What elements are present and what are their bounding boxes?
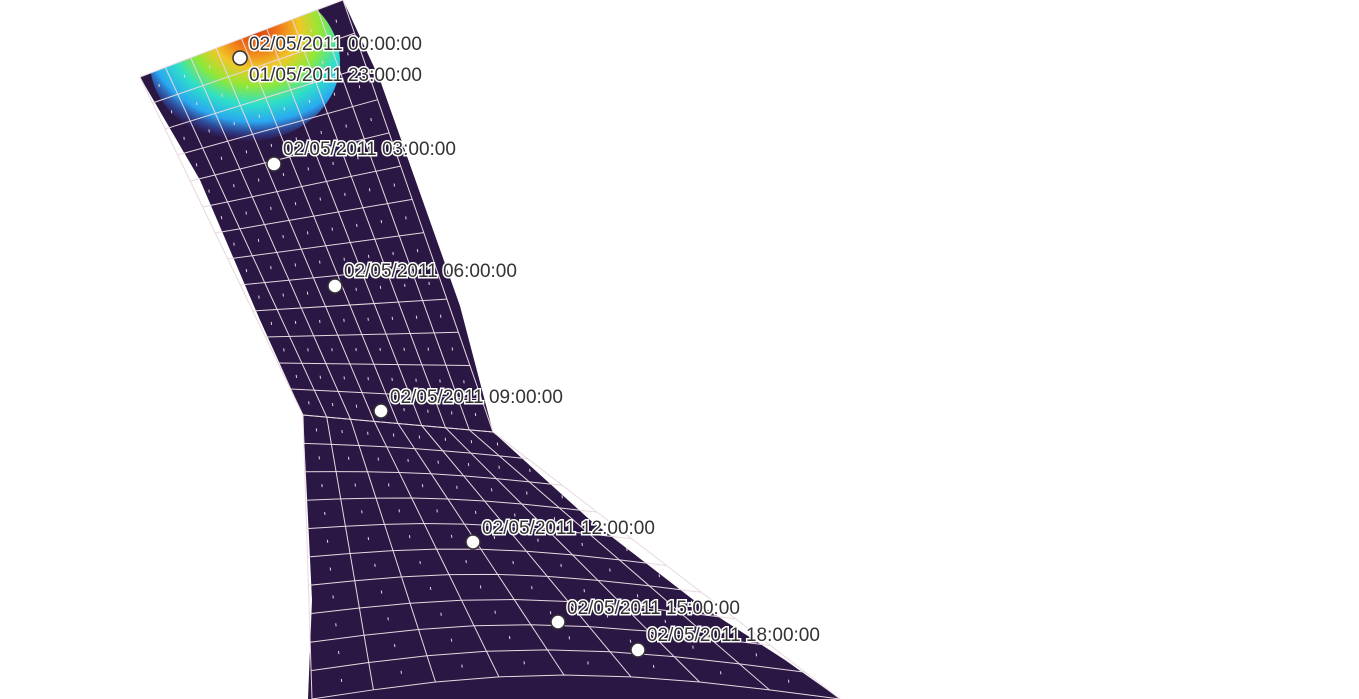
- mesh-line: [304, 471, 563, 486]
- mesh-line: [309, 599, 736, 620]
- track-label: 02/05/2011 12:00:00: [482, 518, 655, 539]
- mesh-line: [202, 165, 401, 208]
- track-label: 02/05/2011 00:00:00: [249, 34, 422, 55]
- mesh-line: [139, 76, 304, 416]
- mesh-line: [266, 28, 423, 426]
- track-label: 02/05/2011 03:00:00: [283, 139, 456, 160]
- mesh-line: [265, 331, 459, 338]
- track-label: 02/05/2011 18:00:00: [647, 625, 820, 646]
- track-marker[interactable]: [266, 156, 282, 172]
- mesh-line: [291, 19, 446, 428]
- mesh-line: [302, 414, 494, 433]
- channel-fill: [140, 0, 840, 699]
- mesh-line: [164, 65, 367, 130]
- mesh-line: [252, 298, 447, 312]
- track-label: 02/05/2011 06:00:00: [344, 261, 517, 282]
- mesh-line: [152, 32, 355, 104]
- track-marker[interactable]: [550, 614, 566, 630]
- mesh-line: [177, 99, 378, 156]
- drift-track: 02/05/2011 00:00:00 01/05/2011 23:00:00 02…: [232, 33, 821, 658]
- mesh-line: [277, 362, 470, 367]
- mesh-line: [310, 624, 771, 647]
- mesh-line: [305, 497, 598, 513]
- mesh-line: [164, 67, 328, 418]
- mesh-line: [311, 649, 806, 673]
- track-label: 02/05/2011 15:00:00: [567, 598, 740, 619]
- mesh-nodes: [158, 19, 790, 683]
- mesh-line: [306, 523, 632, 540]
- track-marker[interactable]: [630, 642, 646, 658]
- mesh-line: [139, 0, 344, 78]
- mesh-line: [190, 132, 390, 182]
- mesh-grid: [139, 0, 841, 699]
- mesh-line: [342, 0, 494, 433]
- mesh-line: [308, 573, 702, 593]
- track-marker[interactable]: [232, 50, 248, 66]
- mesh-line: [215, 47, 375, 422]
- mesh-line: [240, 265, 436, 286]
- mesh-line: [311, 674, 841, 699]
- mesh-line: [307, 548, 667, 566]
- river-channel: [140, 0, 840, 699]
- track-label: 02/05/2011 09:00:00: [390, 387, 563, 408]
- track-marker[interactable]: [373, 403, 389, 419]
- track-marker[interactable]: [327, 278, 343, 294]
- mesh-line: [215, 198, 413, 234]
- mesh-line: [290, 388, 482, 400]
- mesh-line: [190, 57, 351, 420]
- mesh-line: [303, 442, 528, 460]
- track-label: 01/05/2011 23:00:00: [249, 65, 422, 86]
- mesh-line: [317, 9, 470, 431]
- mesh-line: [241, 38, 399, 424]
- track-marker[interactable]: [465, 534, 481, 550]
- mesh-line: [227, 232, 424, 260]
